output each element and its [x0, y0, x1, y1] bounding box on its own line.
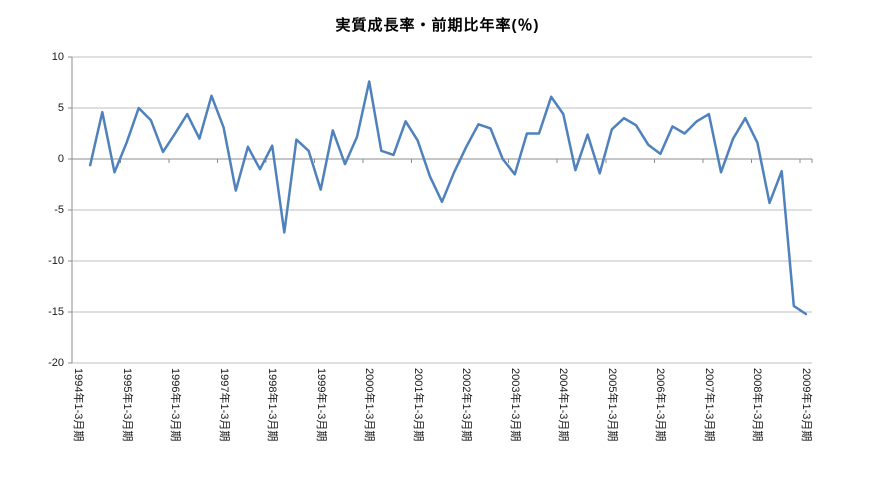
x-axis-tick-label: 1994年1-3月期	[72, 368, 85, 442]
x-axis-tick-label: 2005年1-3月期	[605, 368, 618, 442]
x-axis-tick-label: 1996年1-3月期	[169, 368, 182, 442]
y-axis-tick-label: 5	[57, 102, 64, 114]
y-axis-tick-label: -10	[48, 255, 64, 267]
x-axis-tick-label: 1998年1-3月期	[266, 368, 279, 442]
chart-title: 実質成長率・前期比年率(％)	[335, 17, 540, 34]
x-axis-tick-label: 2003年1-3月期	[508, 368, 521, 442]
x-axis-tick-label: 2009年1-3月期	[799, 368, 812, 442]
y-axis-tick-label: -5	[54, 204, 64, 216]
y-axis-tick-label: 0	[57, 153, 64, 165]
x-axis-tick-label: 1999年1-3月期	[314, 368, 327, 442]
x-axis-tick-label: 1995年1-3月期	[120, 368, 133, 442]
x-axis-tick-label: 2001年1-3月期	[411, 368, 424, 442]
x-axis-tick-label: 1997年1-3月期	[217, 368, 230, 442]
y-axis-tick-label: 10	[51, 51, 64, 63]
x-axis-tick-label: 2004年1-3月期	[557, 368, 570, 442]
x-axis-tick-label: 2006年1-3月期	[654, 368, 667, 442]
x-axis-tick-label: 2008年1-3月期	[751, 368, 764, 442]
x-axis-tick-label: 2002年1-3月期	[460, 368, 473, 442]
x-axis-tick-label: 2007年1-3月期	[702, 368, 715, 442]
y-axis-tick-label: -15	[48, 306, 64, 318]
y-axis-tick-label: -20	[48, 357, 64, 369]
x-axis-tick-label: 2000年1-3月期	[363, 368, 376, 442]
data-line-series	[88, 80, 808, 316]
